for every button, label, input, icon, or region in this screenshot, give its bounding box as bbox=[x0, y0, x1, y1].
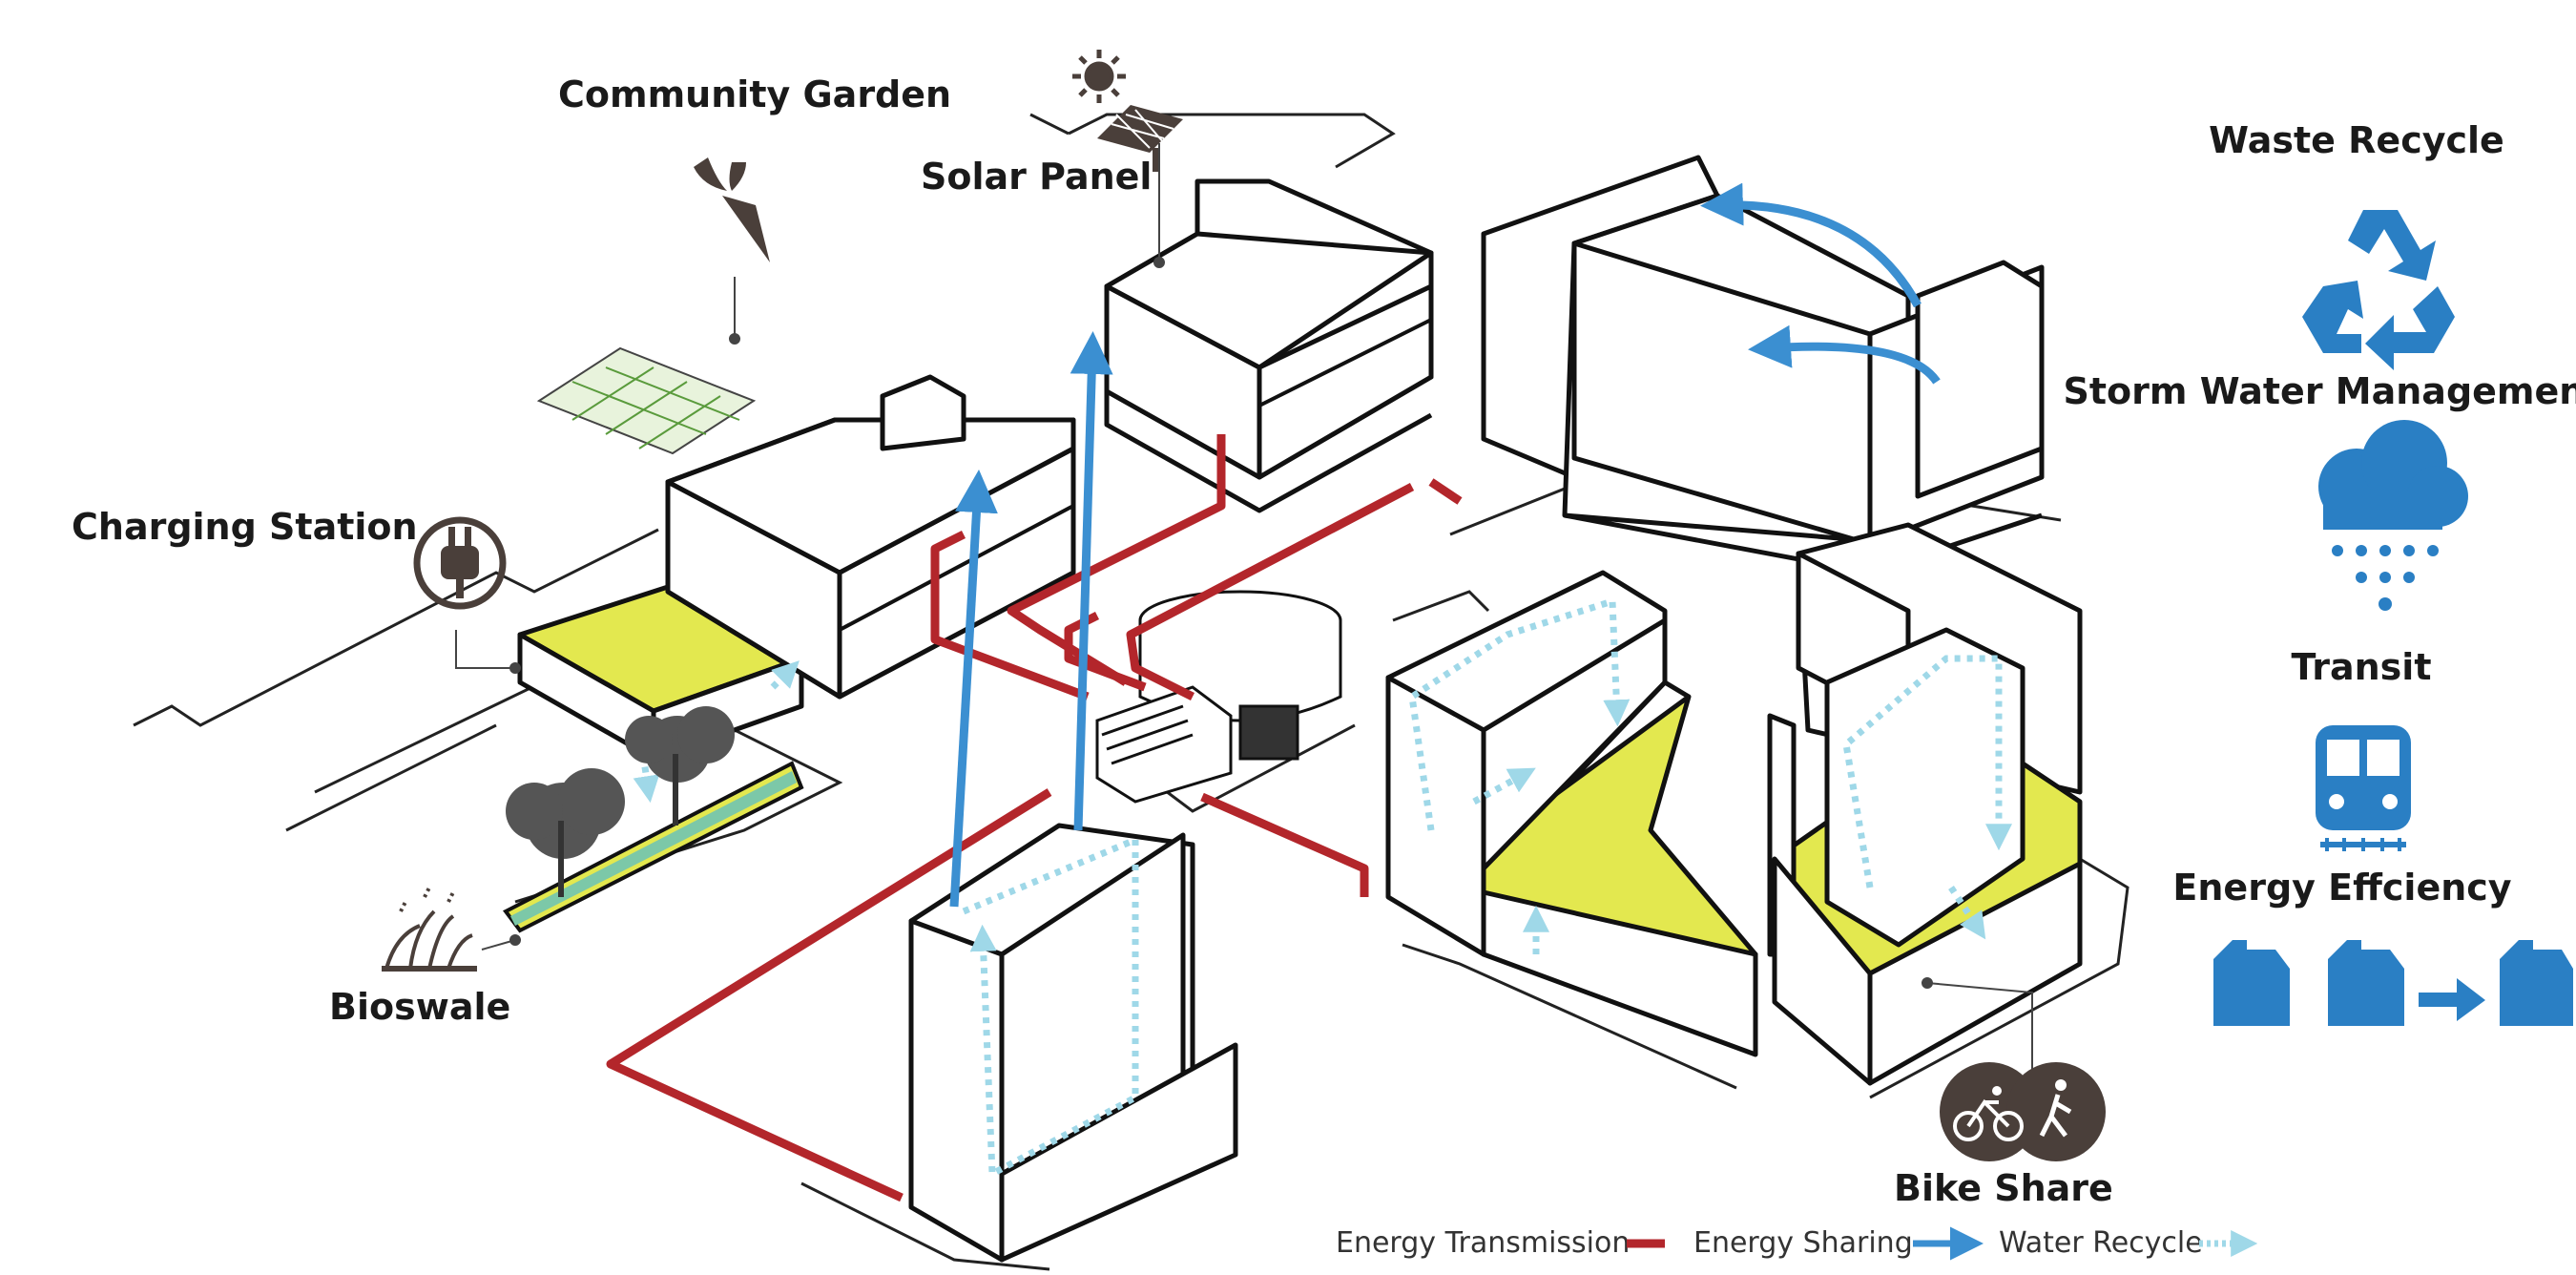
sidebar-panel: Waste Recycle Storm Water Management Tra… bbox=[2063, 119, 2576, 1026]
energy-sharing-arrows bbox=[949, 182, 1941, 908]
train-icon bbox=[2316, 725, 2411, 851]
label-solar-panel: Solar Panel bbox=[921, 156, 1152, 198]
tree-icon bbox=[506, 706, 735, 897]
plug-icon bbox=[413, 516, 507, 610]
leader-lines bbox=[455, 143, 2033, 1074]
legend-water-recycle: Water Recycle bbox=[1999, 1226, 2203, 1260]
carrot-icon bbox=[694, 157, 770, 262]
building-l-shape bbox=[665, 374, 1076, 700]
fuel-can-icon bbox=[2213, 940, 2573, 1026]
central-energy-facility bbox=[1095, 590, 1342, 804]
label-charging-station: Charging Station bbox=[72, 506, 418, 548]
sidebar-item-transit: Transit bbox=[2292, 646, 2432, 688]
solar-panel-icon bbox=[1097, 105, 1183, 172]
recycle-icon bbox=[2302, 210, 2455, 370]
label-bike-share: Bike Share bbox=[1894, 1167, 2113, 1209]
bike-walk-icon bbox=[1940, 1062, 2106, 1161]
label-community-garden: Community Garden bbox=[558, 73, 951, 115]
building-courtyard bbox=[1385, 570, 1758, 1057]
bioswale-strip bbox=[502, 761, 804, 933]
sidebar-item-storm-water: Storm Water Management bbox=[2063, 370, 2576, 412]
building-front-tall bbox=[908, 823, 1238, 1263]
garden-grid bbox=[536, 346, 757, 455]
rain-cloud-icon bbox=[2318, 420, 2468, 611]
sun-icon bbox=[1072, 50, 1126, 103]
legend-energy-sharing: Energy Sharing bbox=[1693, 1226, 1913, 1260]
water-recycle-paths bbox=[633, 596, 2012, 1180]
sidebar-item-energy-efficiency: Energy Effciency bbox=[2172, 867, 2511, 909]
label-bioswale: Bioswale bbox=[329, 986, 510, 1028]
legend: Energy Transmission Energy Sharing Water… bbox=[1336, 1226, 2258, 1261]
legend-energy-transmission: Energy Transmission bbox=[1336, 1226, 1630, 1260]
building-tall-right bbox=[1481, 155, 2045, 575]
building-right-green bbox=[1767, 522, 2083, 1086]
building-solar bbox=[1104, 178, 1434, 513]
grass-icon bbox=[382, 887, 477, 972]
sidebar-item-waste-recycle: Waste Recycle bbox=[2209, 119, 2504, 161]
